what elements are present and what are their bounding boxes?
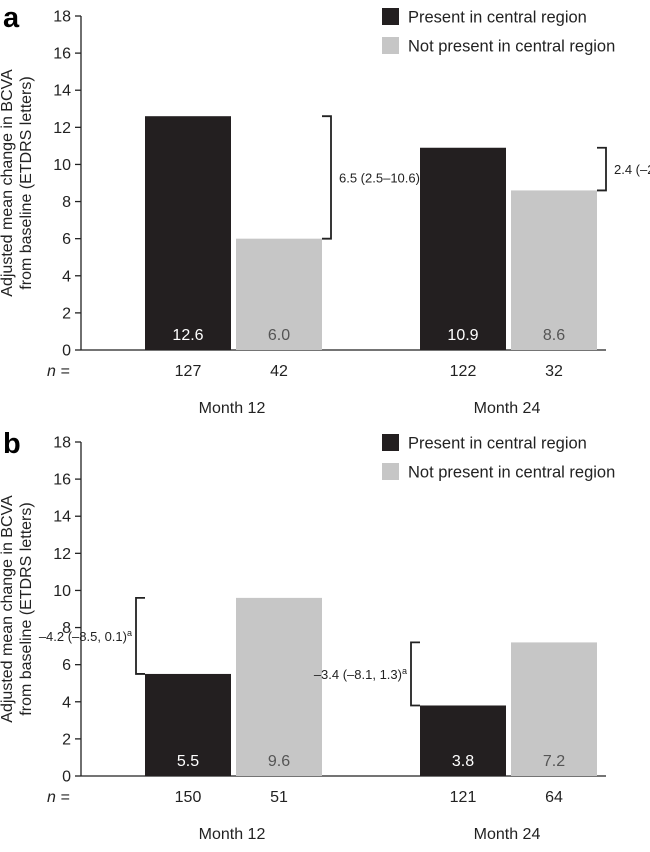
y-tick-label: 10 — [53, 583, 71, 600]
bar-present — [420, 705, 506, 776]
y-tick-label: 2 — [62, 731, 71, 748]
n-value-absent: 64 — [545, 789, 563, 806]
bar-present — [145, 116, 231, 350]
legend-swatch-absent — [382, 463, 399, 480]
difference-bracket — [410, 641, 420, 707]
y-tick-label: 6 — [62, 231, 71, 248]
y-tick-label: 8 — [62, 620, 71, 637]
bar-present — [145, 673, 231, 776]
difference-annotation: 2.4 (–2.5, 7.3)a — [614, 161, 650, 177]
bar-value-label-present: 12.6 — [172, 327, 203, 344]
difference-footnote-marker: a — [402, 666, 407, 676]
difference-value: –3.4 (–8.1, 1.3) — [314, 667, 402, 682]
legend-swatch-present — [382, 434, 399, 451]
n-value-present: 122 — [450, 363, 477, 380]
difference-value: 2.4 (–2.5, 7.3) — [614, 162, 650, 177]
y-tick-label: 2 — [62, 305, 71, 322]
y-tick-label: 14 — [53, 509, 71, 526]
bar-absent — [511, 190, 597, 350]
n-value-present: 121 — [450, 789, 477, 806]
bar-value-label-absent: 7.2 — [543, 753, 565, 770]
y-axis-title-line1: Adjusted mean change in BCVA — [0, 69, 16, 297]
y-tick-label: 16 — [53, 46, 71, 63]
n-value-present: 150 — [175, 789, 202, 806]
bar-value-label-absent: 8.6 — [543, 327, 565, 344]
bar-absent — [511, 642, 597, 776]
x-category-label: Month 12 — [199, 826, 266, 843]
n-prefix: n = — [47, 789, 70, 806]
n-value-absent: 51 — [270, 789, 288, 806]
y-tick-label: 12 — [53, 120, 71, 137]
difference-value: –4.2 (–8.5, 0.1) — [39, 629, 127, 644]
y-axis-title-line1: Adjusted mean change in BCVA — [0, 495, 16, 723]
legend-label-present: Present in central region — [408, 9, 587, 27]
x-category-label: Month 24 — [474, 400, 541, 417]
bar-absent — [236, 238, 322, 350]
panel-letter: a — [3, 2, 20, 34]
difference-annotation: –3.4 (–8.1, 1.3)a — [314, 666, 407, 682]
x-category-label: Month 24 — [474, 826, 541, 843]
y-tick-label: 18 — [53, 435, 71, 452]
y-tick-label: 4 — [62, 694, 71, 711]
y-tick-label: 12 — [53, 546, 71, 563]
bar-value-label-absent: 9.6 — [268, 753, 290, 770]
legend-label-absent: Not present in central region — [408, 38, 615, 56]
difference-value: 6.5 (2.5–10.6) — [339, 170, 420, 185]
x-category-label: Month 12 — [199, 400, 266, 417]
legend-label-present: Present in central region — [408, 435, 587, 453]
bar-absent — [236, 597, 322, 776]
y-tick-label: 16 — [53, 472, 71, 489]
difference-bracket — [135, 596, 145, 675]
y-tick-label: 0 — [62, 769, 71, 786]
bar-value-label-present: 5.5 — [177, 753, 199, 770]
difference-annotation: –4.2 (–8.5, 0.1)a — [39, 628, 132, 644]
bar-present — [420, 147, 506, 350]
y-tick-label: 8 — [62, 194, 71, 211]
n-value-absent: 42 — [270, 363, 288, 380]
y-tick-label: 0 — [62, 343, 71, 360]
n-value-present: 127 — [175, 363, 202, 380]
y-tick-label: 4 — [62, 268, 71, 285]
bar-value-label-present: 10.9 — [447, 327, 478, 344]
legend-swatch-present — [382, 8, 399, 25]
bar-value-label-absent: 6.0 — [268, 327, 290, 344]
difference-footnote-marker: a — [127, 628, 132, 638]
y-axis-title-line2: from baseline (ETDRS letters) — [18, 502, 35, 715]
difference-bracket — [322, 115, 332, 240]
y-axis-title-line2: from baseline (ETDRS letters) — [18, 76, 35, 289]
chart-panel-b: b 0 2 4 6 8 10 12 14 16 18 Adjusted mean change in … — [0, 428, 615, 843]
bar-value-label-present: 3.8 — [452, 753, 474, 770]
difference-annotation: 6.5 (2.5–10.6)a — [339, 169, 425, 185]
chart-panel-a: a 0 2 4 6 8 10 12 14 16 18 Adjusted mean change in … — [0, 2, 650, 417]
panel-letter: b — [3, 428, 21, 460]
y-tick-label: 6 — [62, 657, 71, 674]
legend-swatch-absent — [382, 37, 399, 54]
legend-label-absent: Not present in central region — [408, 464, 615, 482]
n-prefix: n = — [47, 363, 70, 380]
n-value-absent: 32 — [545, 363, 563, 380]
y-tick-label: 18 — [53, 9, 71, 26]
y-tick-label: 10 — [53, 157, 71, 174]
difference-bracket — [597, 146, 607, 192]
y-tick-label: 14 — [53, 83, 71, 100]
